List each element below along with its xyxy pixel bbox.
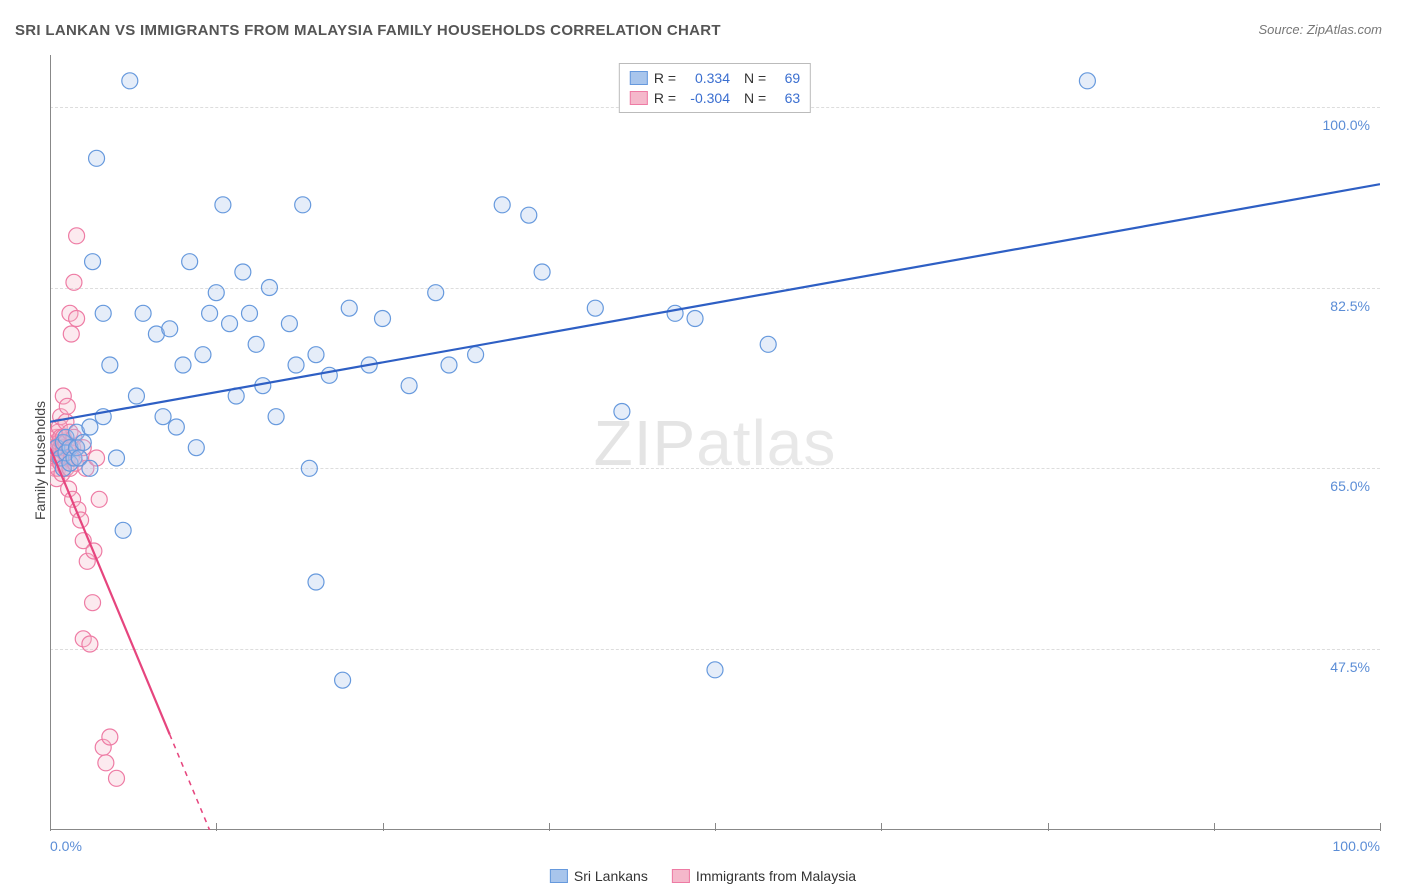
data-point xyxy=(687,311,703,327)
r-label: R = xyxy=(654,70,676,86)
n-label: N = xyxy=(744,70,766,86)
n-value: 69 xyxy=(772,70,800,86)
data-point xyxy=(1079,73,1095,89)
data-point xyxy=(288,357,304,373)
data-point xyxy=(242,305,258,321)
data-point xyxy=(248,336,264,352)
data-point xyxy=(235,264,251,280)
data-point xyxy=(109,450,125,466)
data-point xyxy=(66,274,82,290)
data-point xyxy=(85,254,101,270)
data-point xyxy=(667,305,683,321)
data-point xyxy=(188,440,204,456)
swatch-icon xyxy=(630,91,648,105)
data-point xyxy=(308,347,324,363)
data-point xyxy=(75,435,91,451)
swatch-icon xyxy=(672,869,690,883)
chart-plot-area: ZIPatlas 47.5%65.0%82.5%100.0% 0.0%100.0… xyxy=(50,55,1380,830)
data-point xyxy=(91,491,107,507)
chart-title: SRI LANKAN VS IMMIGRANTS FROM MALAYSIA F… xyxy=(15,22,721,39)
data-point xyxy=(155,409,171,425)
n-value: 63 xyxy=(772,90,800,106)
data-point xyxy=(335,672,351,688)
data-point xyxy=(135,305,151,321)
data-point xyxy=(162,321,178,337)
swatch-icon xyxy=(550,869,568,883)
swatch-icon xyxy=(630,71,648,85)
data-point xyxy=(63,326,79,342)
data-point xyxy=(69,311,85,327)
data-point xyxy=(321,367,337,383)
data-point xyxy=(468,347,484,363)
data-point xyxy=(261,280,277,296)
data-point xyxy=(89,150,105,166)
legend-label: Sri Lankans xyxy=(574,868,648,884)
data-point xyxy=(301,460,317,476)
legend-item-0: Sri Lankans xyxy=(550,868,648,884)
data-point xyxy=(59,398,75,414)
data-point xyxy=(175,357,191,373)
series-legend: Sri Lankans Immigrants from Malaysia xyxy=(550,868,856,884)
data-point xyxy=(102,729,118,745)
data-point xyxy=(494,197,510,213)
r-value: 0.334 xyxy=(682,70,730,86)
r-value: -0.304 xyxy=(682,90,730,106)
trend-line xyxy=(50,184,1380,422)
data-point xyxy=(268,409,284,425)
source-label: Source: ZipAtlas.com xyxy=(1258,22,1382,37)
x-tick xyxy=(1380,823,1381,831)
data-point xyxy=(401,378,417,394)
data-point xyxy=(428,285,444,301)
legend-item-1: Immigrants from Malaysia xyxy=(672,868,856,884)
correlation-legend: R = 0.334 N = 69 R = -0.304 N = 63 xyxy=(619,63,811,113)
data-point xyxy=(195,347,211,363)
data-point xyxy=(222,316,238,332)
corr-row-1: R = -0.304 N = 63 xyxy=(630,88,800,108)
data-point xyxy=(82,636,98,652)
corr-row-0: R = 0.334 N = 69 xyxy=(630,68,800,88)
scatter-svg xyxy=(50,55,1380,830)
legend-label: Immigrants from Malaysia xyxy=(696,868,856,884)
data-point xyxy=(182,254,198,270)
data-point xyxy=(128,388,144,404)
data-point xyxy=(295,197,311,213)
data-point xyxy=(69,228,85,244)
data-point xyxy=(109,770,125,786)
r-label: R = xyxy=(654,90,676,106)
data-point xyxy=(534,264,550,280)
data-point xyxy=(98,755,114,771)
data-point xyxy=(281,316,297,332)
data-point xyxy=(85,595,101,611)
data-point xyxy=(115,522,131,538)
data-point xyxy=(308,574,324,590)
data-point xyxy=(441,357,457,373)
data-point xyxy=(202,305,218,321)
data-point xyxy=(375,311,391,327)
trend-line-dashed xyxy=(170,734,210,830)
data-point xyxy=(122,73,138,89)
data-point xyxy=(341,300,357,316)
data-point xyxy=(760,336,776,352)
data-point xyxy=(82,419,98,435)
data-point xyxy=(208,285,224,301)
data-point xyxy=(521,207,537,223)
data-point xyxy=(587,300,603,316)
data-point xyxy=(707,662,723,678)
data-point xyxy=(168,419,184,435)
x-tick-label: 0.0% xyxy=(50,838,82,854)
data-point xyxy=(614,404,630,420)
trend-line xyxy=(50,448,170,735)
x-tick-label: 100.0% xyxy=(1333,838,1380,854)
data-point xyxy=(215,197,231,213)
data-point xyxy=(102,357,118,373)
data-point xyxy=(95,305,111,321)
y-axis-label: Family Households xyxy=(32,401,48,520)
n-label: N = xyxy=(744,90,766,106)
data-point xyxy=(82,460,98,476)
